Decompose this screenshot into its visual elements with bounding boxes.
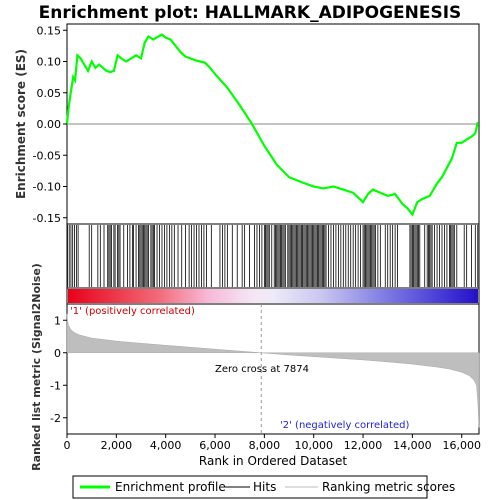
x-tick-label: 8,000: [249, 439, 281, 452]
rank-gradient-fill: [68, 289, 478, 303]
x-tick-label: 10,000: [294, 439, 333, 452]
x-axis-label: Rank in Ordered Dataset: [199, 454, 347, 468]
x-tick-label: 12,000: [344, 439, 383, 452]
es-y-tick-label: 0.15: [37, 24, 62, 37]
axes-layer: -0.15 -0.10 -0.05 0.00 0.05 0.10 0.15 -2 -1 0 1 0 2,…: [33, 24, 481, 452]
es-y-tick-label: -0.10: [33, 181, 61, 194]
legend: Enrichment profile Hits Ranking metric s…: [72, 475, 455, 499]
es-y-tick-label: 0.00: [37, 118, 62, 131]
metric-panel-frame: [66, 303, 480, 435]
x-tick-label: 14,000: [393, 439, 432, 452]
es-y-tick-label: -0.15: [33, 212, 61, 225]
metric-axis-label: Ranked list metric (Signal2Noise): [30, 263, 43, 471]
x-tick-label: 2,000: [101, 439, 133, 452]
zero-cross-label: Zero cross at 7874: [215, 364, 309, 375]
chart-title: Enrichment plot: HALLMARK_ADIPOGENESIS: [39, 3, 462, 23]
metric-y-tick-label: 0: [54, 347, 61, 360]
metric-y-tick-label: -1: [50, 379, 61, 392]
es-layer: [65, 33, 479, 217]
metric-layer: [66, 304, 480, 434]
negative-correlated-label: '2' (negatively correlated): [280, 420, 409, 431]
x-tick-label: 16,000: [442, 439, 481, 452]
ranking-metric-area: [66, 313, 480, 428]
es-axis-label: Enrichment score (ES): [14, 49, 28, 199]
enrichment-profile-line: [65, 33, 479, 217]
legend-label-metric: Ranking metric scores: [322, 480, 455, 494]
metric-y-tick-label: -2: [50, 412, 61, 425]
x-tick-label: 6,000: [199, 439, 231, 452]
hits-layer: [67, 225, 479, 287]
es-y-tick-label: 0.05: [37, 87, 62, 100]
legend-label-hits: Hits: [253, 480, 276, 494]
hits-panel-frame: [66, 223, 480, 289]
positive-correlated-label: '1' (positively correlated): [70, 306, 195, 317]
x-tick-label: 4,000: [150, 439, 182, 452]
metric-y-tick-label: 1: [54, 314, 61, 327]
x-tick-label: 0: [64, 439, 71, 452]
legend-label-enrichment: Enrichment profile: [115, 480, 226, 494]
es-y-tick-label: 0.10: [37, 56, 62, 69]
es-y-tick-label: -0.05: [33, 149, 61, 162]
rank-layer: [68, 289, 478, 303]
